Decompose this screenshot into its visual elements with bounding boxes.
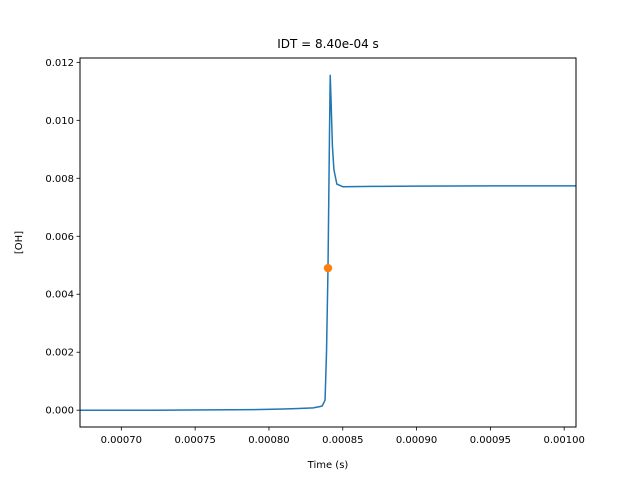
x-tick-label: 0.00075	[174, 435, 215, 446]
y-tick-label: 0.012	[45, 58, 74, 69]
x-tick-label: 0.00090	[396, 435, 437, 446]
y-tick-label: 0.008	[45, 174, 74, 185]
y-axis-label: [OH]	[14, 231, 25, 254]
plot-area	[80, 74, 576, 411]
idt-marker	[323, 263, 333, 273]
axes-frame	[79, 57, 577, 428]
x-tick-label: 0.00070	[101, 435, 142, 446]
y-axis-ticks: 0.000 0.002 0.004 0.006 0.008 0.010 0.012	[45, 58, 80, 417]
x-tick-label: 0.00100	[544, 435, 585, 446]
y-tick-label: 0.010	[45, 116, 74, 127]
x-axis-label: Time (s)	[307, 460, 349, 471]
chart-title: IDT = 8.40e-04 s	[277, 37, 379, 51]
y-tick-label: 0.002	[45, 348, 74, 359]
x-axis-ticks: 0.00070 0.00075 0.00080 0.00085 0.00090 0.000…	[101, 427, 585, 446]
y-tick-label: 0.006	[45, 232, 74, 243]
x-tick-label: 0.00080	[248, 435, 289, 446]
x-tick-label: 0.00085	[322, 435, 363, 446]
series-line-0	[80, 74, 576, 411]
y-tick-label: 0.004	[45, 290, 74, 301]
x-tick-label: 0.00095	[470, 435, 511, 446]
y-tick-label: 0.000	[45, 406, 74, 417]
